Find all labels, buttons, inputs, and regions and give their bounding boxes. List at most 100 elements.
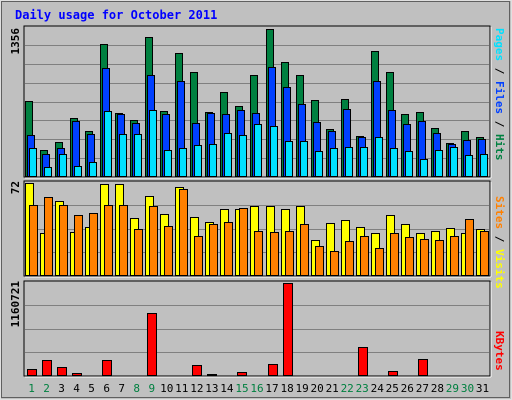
sites-bar xyxy=(285,231,294,276)
kbytes-bar xyxy=(72,373,82,376)
sites-bar xyxy=(74,215,83,276)
sites-bar xyxy=(345,241,354,276)
kbytes-bar xyxy=(237,372,247,376)
sites-bar xyxy=(209,224,218,276)
pages-bar xyxy=(164,150,172,177)
sites-bar xyxy=(134,229,143,276)
x-tick-label: 2 xyxy=(43,382,50,395)
pages-bar xyxy=(239,135,247,177)
x-tick-label: 13 xyxy=(205,382,218,395)
pages-bar xyxy=(285,141,293,177)
chart-title: Daily usage for October 2011 xyxy=(15,8,217,22)
sites-bar xyxy=(104,205,113,276)
legend-files: Files xyxy=(493,81,506,114)
kbytes-bar xyxy=(147,313,157,376)
x-tick-label: 17 xyxy=(265,382,278,395)
sites-bar xyxy=(390,233,399,276)
kbytes-bar xyxy=(358,347,368,376)
y-max-label-hits: 1356 xyxy=(9,28,22,55)
x-tick-label: 9 xyxy=(148,382,155,395)
x-tick-label: 27 xyxy=(416,382,429,395)
x-tick-label: 14 xyxy=(220,382,234,395)
x-tick-label: 22 xyxy=(341,382,354,395)
kbytes-bar xyxy=(388,371,398,376)
sites-bar xyxy=(330,251,339,276)
kbytes-bar xyxy=(192,365,202,376)
legend-kbytes: KBytes xyxy=(493,331,506,371)
x-tick-label: 20 xyxy=(310,382,323,395)
pages-bar xyxy=(480,154,488,177)
x-tick-label: 24 xyxy=(371,382,385,395)
pages-bar xyxy=(179,148,187,177)
legend-hits: Hits xyxy=(493,134,506,161)
x-tick-label: 8 xyxy=(133,382,140,395)
x-tick-label: 31 xyxy=(476,382,489,395)
kbytes-bar xyxy=(283,283,293,376)
pages-bar xyxy=(134,134,142,177)
pages-bar xyxy=(345,147,353,177)
x-tick-label: 16 xyxy=(250,382,263,395)
pages-bar xyxy=(29,148,37,177)
pages-bar xyxy=(270,126,278,177)
legend-kbytes-wrap: KBytes xyxy=(493,331,506,371)
sites-bar xyxy=(224,222,233,276)
legend-visits: Visits xyxy=(493,249,506,289)
sites-bar xyxy=(405,237,414,276)
pages-bar xyxy=(209,144,217,177)
legend-sep-2: / xyxy=(493,114,506,134)
pages-bar xyxy=(435,150,443,177)
x-tick-label: 10 xyxy=(160,382,173,395)
pages-bar xyxy=(254,124,262,177)
x-tick-label: 5 xyxy=(88,382,95,395)
pages-bar xyxy=(390,148,398,177)
kbytes-bar xyxy=(268,364,278,376)
pages-bar xyxy=(450,147,458,177)
y-max-label-visits: 72 xyxy=(9,181,22,194)
x-tick-label: 3 xyxy=(58,382,65,395)
pages-bar xyxy=(104,111,112,177)
x-tick-label: 6 xyxy=(103,382,110,395)
sites-bar xyxy=(435,240,444,276)
pages-bar xyxy=(360,147,368,177)
sites-bar xyxy=(164,226,173,276)
pages-bar xyxy=(74,166,82,177)
x-tick-label: 26 xyxy=(401,382,414,395)
pages-bar xyxy=(315,151,323,177)
sites-bar xyxy=(194,236,203,276)
x-tick-label: 18 xyxy=(280,382,293,395)
x-tick-label: 25 xyxy=(386,382,399,395)
x-tick-label: 7 xyxy=(118,382,125,395)
legend-sep-3: / xyxy=(493,229,506,249)
legend-sep-1: / xyxy=(493,61,506,81)
x-tick-label: 12 xyxy=(190,382,203,395)
sites-bar xyxy=(315,246,324,276)
pages-bar xyxy=(59,154,67,177)
kbytes-bar xyxy=(418,359,428,376)
pages-bar xyxy=(375,137,383,177)
x-tick-label: 28 xyxy=(431,382,444,395)
sites-bar xyxy=(254,231,263,276)
legend-pages: Pages xyxy=(493,28,506,61)
pages-bar xyxy=(224,133,232,177)
legend-sites: Sites xyxy=(493,196,506,229)
sites-bar xyxy=(480,231,489,276)
kbytes-bar xyxy=(57,367,67,376)
plot-area-2 xyxy=(23,280,491,377)
pages-bar xyxy=(149,110,157,177)
x-tick-label: 15 xyxy=(235,382,248,395)
kbytes-bar xyxy=(27,369,37,376)
sites-bar xyxy=(450,236,459,276)
kbytes-bar xyxy=(42,360,52,376)
legend-sites-visits: Sites / Visits xyxy=(493,196,506,289)
sites-bar xyxy=(89,213,98,276)
kbytes-bar xyxy=(207,374,217,376)
x-tick-label: 23 xyxy=(356,382,369,395)
kbytes-bar xyxy=(102,360,112,376)
pages-bar xyxy=(330,148,338,177)
x-tick-label: 11 xyxy=(175,382,188,395)
pages-bar xyxy=(300,141,308,177)
pages-bar xyxy=(465,155,473,177)
pages-bar xyxy=(119,134,127,177)
